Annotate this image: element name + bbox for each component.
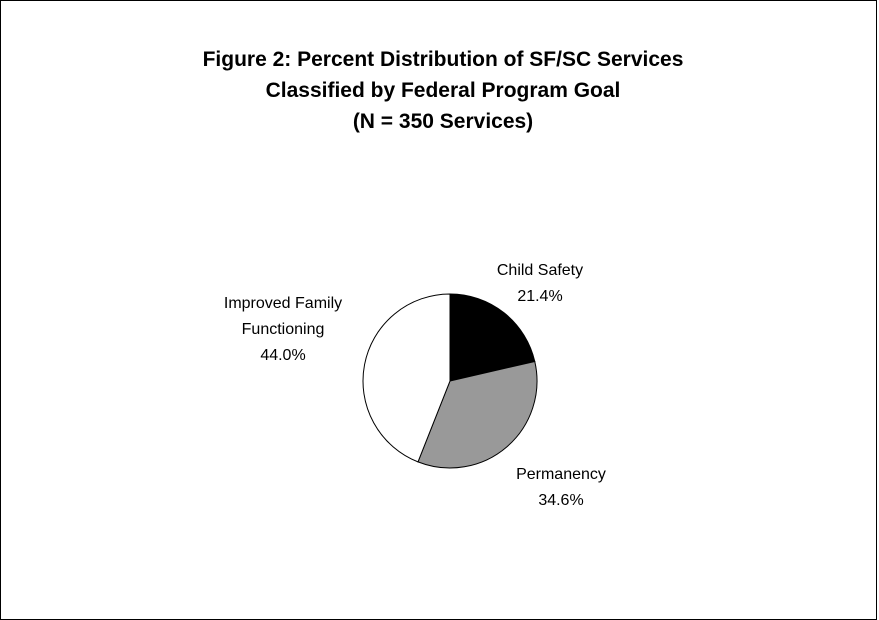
- chart-title: Figure 2: Percent Distribution of SF/SC …: [0, 44, 879, 137]
- category-label: Permanency: [516, 466, 606, 483]
- category-label: Child Safety: [496, 262, 584, 279]
- title-line: Classified by Federal Program Goal: [265, 79, 621, 102]
- pie-slice: [362, 293, 451, 463]
- slice-label: Improved Family Functioning 44.0%: [208, 291, 358, 369]
- category-label: Improved Family Functioning: [223, 295, 343, 338]
- title-line: (N = 350 Services): [352, 110, 534, 133]
- value-label: 21.4%: [517, 288, 563, 305]
- value-label: 44.0%: [260, 347, 306, 364]
- value-label: 34.6%: [538, 492, 584, 509]
- pie-slice: [449, 293, 536, 382]
- slice-label: Permanency 34.6%: [486, 462, 636, 514]
- title-line: Figure 2: Percent Distribution of SF/SC …: [202, 48, 684, 71]
- slice-label: Child Safety 21.4%: [465, 258, 615, 310]
